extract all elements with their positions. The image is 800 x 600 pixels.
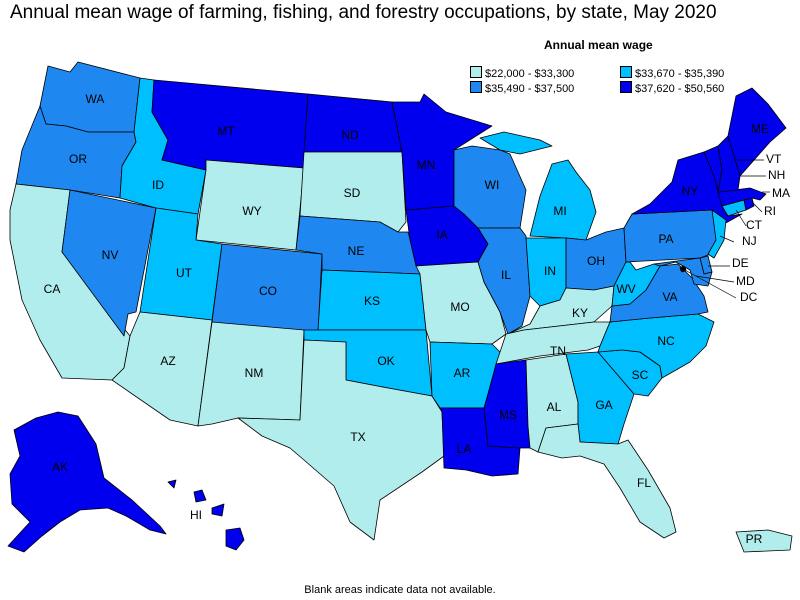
state-label-oh: OH	[587, 254, 605, 268]
state-label-az: AZ	[160, 354, 175, 368]
state-label-wi: WI	[485, 178, 500, 192]
legend-title: Annual mean wage	[544, 38, 653, 52]
state-label-ak: AK	[52, 460, 68, 474]
state-label-md: MD	[736, 274, 755, 288]
legend-label-1: $22,000 - $33,300	[485, 68, 575, 80]
state-label-wa: WA	[86, 92, 105, 106]
state-label-id: ID	[152, 178, 164, 192]
state-wi[interactable]	[453, 145, 527, 229]
state-label-nm: NM	[245, 366, 264, 380]
state-ma[interactable]	[717, 187, 767, 207]
state-label-nh: NH	[768, 168, 785, 182]
state-mn[interactable]	[391, 93, 493, 211]
state-hi[interactable]	[167, 479, 245, 551]
state-label-wy: WY	[242, 204, 261, 218]
state-az[interactable]	[111, 311, 213, 427]
state-label-sd: SD	[344, 186, 361, 200]
state-label-ks: KS	[364, 294, 380, 308]
state-nd[interactable]	[303, 93, 403, 153]
legend-swatch-4	[620, 81, 632, 93]
state-label-de: DE	[732, 256, 749, 270]
state-label-ky: KY	[572, 306, 588, 320]
state-label-ny: NY	[682, 184, 699, 198]
state-label-ut: UT	[176, 266, 193, 280]
state-label-ri: RI	[764, 204, 776, 218]
state-label-ms: MS	[499, 408, 517, 422]
state-label-nj: NJ	[742, 234, 757, 248]
state-label-ne: NE	[348, 244, 365, 258]
state-label-hi: HI	[190, 508, 202, 522]
legend-item-1: $22,000 - $33,300	[470, 66, 574, 80]
state-label-pr: PR	[746, 532, 763, 546]
map-title: Annual mean wage of farming, fishing, an…	[10, 2, 717, 23]
legend-item-4: $37,620 - $50,560	[620, 81, 724, 95]
state-label-vt: VT	[766, 152, 782, 166]
state-label-pa: PA	[658, 232, 673, 246]
state-label-la: LA	[457, 442, 472, 456]
state-label-ct: CT	[746, 218, 763, 232]
state-wy[interactable]	[195, 159, 305, 251]
state-label-tx: TX	[350, 430, 365, 444]
state-tx[interactable]	[237, 339, 445, 541]
state-pr[interactable]	[735, 529, 793, 553]
state-label-nv: NV	[102, 248, 119, 262]
state-label-ga: GA	[595, 398, 612, 412]
state-label-in: IN	[544, 264, 556, 278]
state-label-co: CO	[259, 284, 277, 298]
state-wv[interactable]	[611, 261, 661, 307]
state-label-mn: MN	[417, 158, 436, 172]
state-label-ok: OK	[377, 354, 394, 368]
legend-label-4: $37,620 - $50,560	[635, 83, 725, 95]
legend-item-2: $33,670 - $35,390	[620, 66, 724, 80]
state-label-nd: ND	[341, 128, 359, 142]
state-label-nc: NC	[657, 334, 675, 348]
state-label-al: AL	[547, 400, 562, 414]
legend-swatch-2	[620, 66, 632, 78]
dc-marker	[680, 266, 686, 272]
state-label-tn: TN	[550, 344, 566, 358]
state-fl[interactable]	[537, 423, 677, 539]
footnote: Blank areas indicate data not available.	[304, 584, 496, 596]
state-label-wv: WV	[616, 282, 635, 296]
state-label-ar: AR	[454, 366, 471, 380]
state-label-or: OR	[69, 152, 87, 166]
state-label-me: ME	[751, 122, 769, 136]
legend-label-3: $35,490 - $37,500	[485, 83, 575, 95]
legend-label-2: $33,670 - $35,390	[635, 68, 725, 80]
state-label-ma: MA	[772, 186, 790, 200]
state-label-mo: MO	[450, 300, 469, 314]
state-label-mi: MI	[553, 204, 566, 218]
state-label-ca: CA	[44, 282, 61, 296]
state-label-il: IL	[501, 268, 511, 282]
state-label-dc: DC	[740, 290, 758, 304]
state-label-fl: FL	[637, 476, 651, 490]
state-label-va: VA	[662, 290, 677, 304]
legend-swatch-3	[470, 81, 482, 93]
state-nj[interactable]	[707, 209, 727, 259]
state-md[interactable]	[653, 257, 713, 287]
state-label-mt: MT	[217, 124, 235, 138]
state-ak[interactable]	[7, 411, 167, 553]
state-label-sc: SC	[632, 368, 649, 382]
state-label-ia: IA	[436, 228, 447, 242]
legend-item-3: $35,490 - $37,500	[470, 81, 574, 95]
state-me[interactable]	[727, 87, 787, 177]
small-state-leader-lines	[682, 159, 770, 299]
legend-swatch-1	[470, 66, 482, 78]
